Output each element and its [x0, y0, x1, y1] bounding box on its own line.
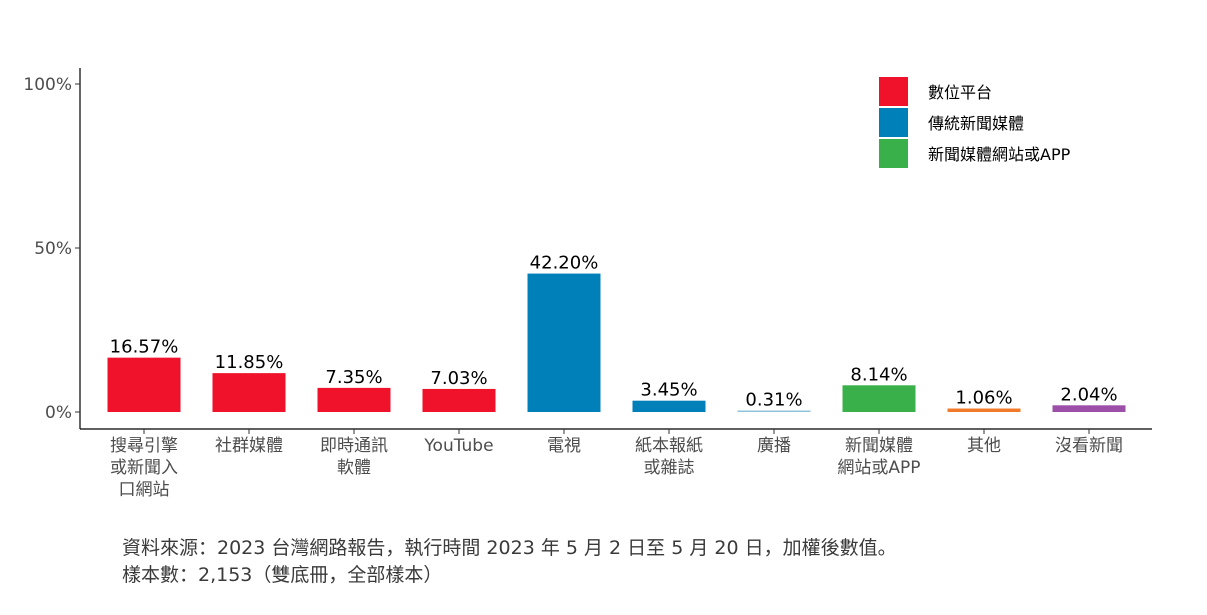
- legend-label: 新聞媒體網站或APP: [928, 145, 1071, 164]
- legend-label: 傳統新聞媒體: [928, 114, 1024, 133]
- bar-value-label: 7.35%: [325, 367, 382, 388]
- bar-value-label: 3.45%: [640, 380, 697, 401]
- category-label: 沒看新聞: [1055, 436, 1123, 456]
- bar-chart: 0% 50% 100% 16.57% 11.85% 7.35% 7.03% 42.20% 3.…: [23, 68, 1152, 500]
- bar: [317, 387, 391, 412]
- bar-value-label: 2.04%: [1060, 384, 1117, 405]
- category-label: YouTube: [423, 436, 493, 456]
- category-label: 紙本報紙或雜誌: [635, 436, 703, 478]
- bar-value-label: 42.20%: [530, 253, 599, 274]
- legend-label: 數位平台: [928, 83, 992, 102]
- y-tick-label: 0%: [45, 403, 72, 423]
- bar: [212, 373, 286, 412]
- bar: [107, 357, 181, 412]
- source-line-2: 樣本數：2,153（雙底冊，全部樣本）: [122, 564, 443, 586]
- bar: [842, 385, 916, 412]
- bar: [527, 273, 601, 412]
- legend-swatch: [879, 77, 908, 106]
- x-axis: 搜尋引擎或新聞入口網站 社群媒體 即時通訊軟體 YouTube 電視 紙本報紙或雜誌 廣播 新…: [80, 428, 1152, 500]
- source-line-1: 資料來源：2023 台灣網路報告，執行時間 2023 年 5 月 2 日至 5 …: [122, 537, 897, 559]
- bar-value-label: 1.06%: [955, 388, 1012, 409]
- value-labels: 16.57% 11.85% 7.35% 7.03% 42.20% 3.45% 0.31% 8.…: [110, 253, 1118, 411]
- category-label: 搜尋引擎或新聞入口網站: [110, 436, 178, 500]
- bar: [632, 400, 706, 412]
- category-label: 新聞媒體網站或APP: [837, 436, 920, 478]
- bar-value-label: 11.85%: [215, 352, 284, 373]
- bar: [947, 408, 1021, 412]
- legend-swatch: [879, 139, 908, 168]
- bar: [422, 388, 496, 412]
- bar: [1052, 405, 1126, 412]
- category-label: 即時通訊軟體: [320, 436, 388, 478]
- y-axis: 0% 50% 100%: [23, 68, 81, 429]
- category-label: 其他: [967, 436, 1001, 456]
- y-tick-label: 100%: [23, 75, 72, 95]
- category-label: 廣播: [757, 436, 791, 456]
- bar-value-label: 8.14%: [850, 364, 907, 385]
- bar-value-label: 0.31%: [745, 390, 802, 411]
- category-label: 電視: [547, 436, 581, 456]
- y-tick-label: 50%: [34, 239, 72, 259]
- category-label: 社群媒體: [215, 436, 283, 456]
- bar: [737, 410, 811, 412]
- source-note: 資料來源：2023 台灣網路報告，執行時間 2023 年 5 月 2 日至 5 …: [122, 535, 897, 589]
- bar-value-label: 7.03%: [430, 368, 487, 389]
- bar-value-label: 16.57%: [110, 337, 179, 358]
- bars: [107, 273, 1126, 412]
- legend-swatch: [879, 108, 908, 137]
